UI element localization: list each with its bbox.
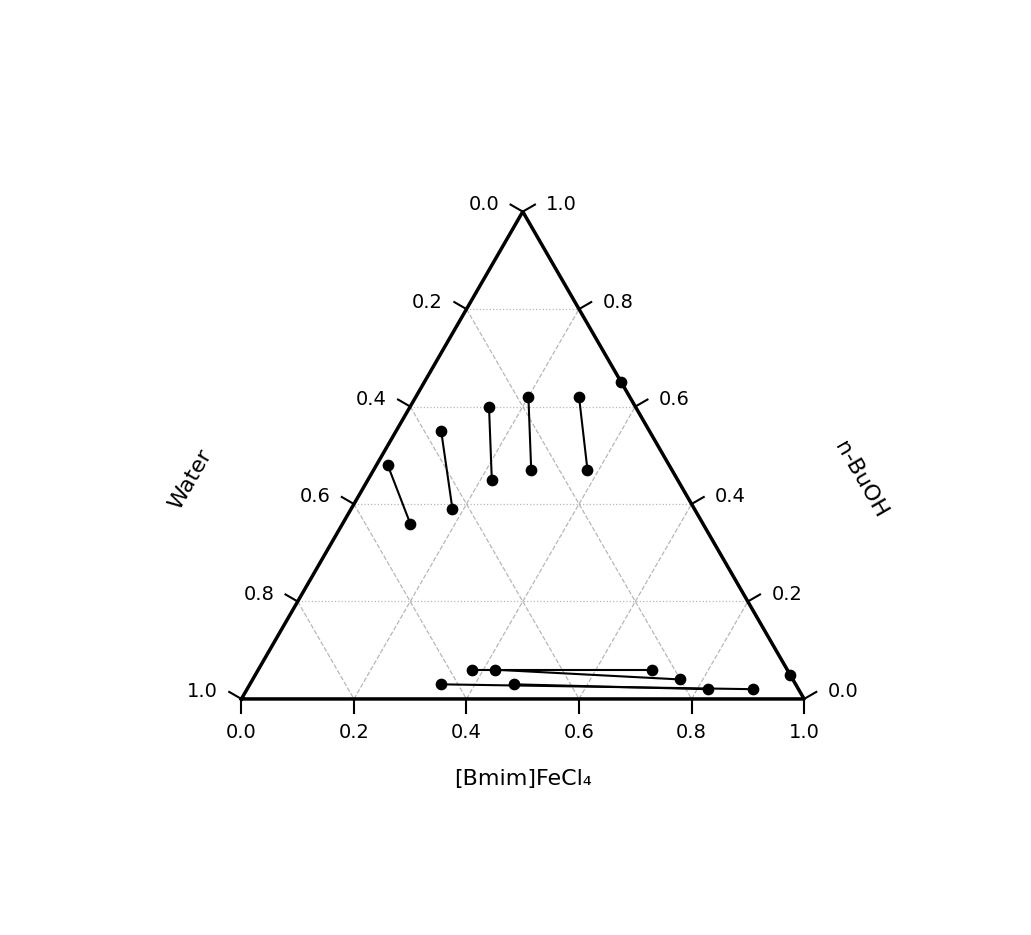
Point [521, 389, 537, 404]
Point [672, 672, 689, 687]
Point [402, 516, 419, 531]
Text: 0.0: 0.0 [468, 195, 499, 214]
Point [379, 457, 396, 472]
Text: 0.8: 0.8 [602, 293, 633, 311]
Text: 0.8: 0.8 [676, 723, 707, 742]
Point [433, 677, 450, 692]
Point [745, 682, 762, 697]
Text: 0.4: 0.4 [356, 390, 387, 409]
Point [579, 463, 596, 478]
Point [444, 501, 461, 516]
Text: 0.0: 0.0 [226, 723, 257, 742]
Text: 0.6: 0.6 [564, 723, 595, 742]
Text: 0.2: 0.2 [338, 723, 369, 742]
Text: 0.2: 0.2 [771, 585, 802, 604]
Text: 1.0: 1.0 [546, 195, 577, 214]
Point [506, 677, 523, 692]
Text: 1.0: 1.0 [789, 723, 820, 742]
Text: [Bmim]FeCl₄: [Bmim]FeCl₄ [454, 770, 592, 789]
Point [523, 463, 539, 478]
Text: 0.2: 0.2 [412, 293, 443, 311]
Point [571, 389, 588, 404]
Text: n-BuOH: n-BuOH [830, 438, 891, 522]
Text: 0.6: 0.6 [300, 487, 331, 507]
Point [781, 667, 798, 682]
Text: 0.6: 0.6 [659, 390, 690, 409]
Text: 0.0: 0.0 [828, 683, 858, 701]
Text: 0.4: 0.4 [716, 487, 745, 507]
Point [700, 682, 717, 697]
Text: Water: Water [166, 446, 215, 513]
Point [487, 662, 503, 677]
Point [484, 472, 500, 487]
Point [433, 424, 450, 439]
Point [480, 399, 497, 414]
Text: 0.8: 0.8 [243, 585, 274, 604]
Point [464, 662, 480, 677]
Point [613, 375, 630, 390]
Text: 0.4: 0.4 [451, 723, 481, 742]
Point [644, 662, 661, 677]
Text: 1.0: 1.0 [187, 683, 218, 701]
